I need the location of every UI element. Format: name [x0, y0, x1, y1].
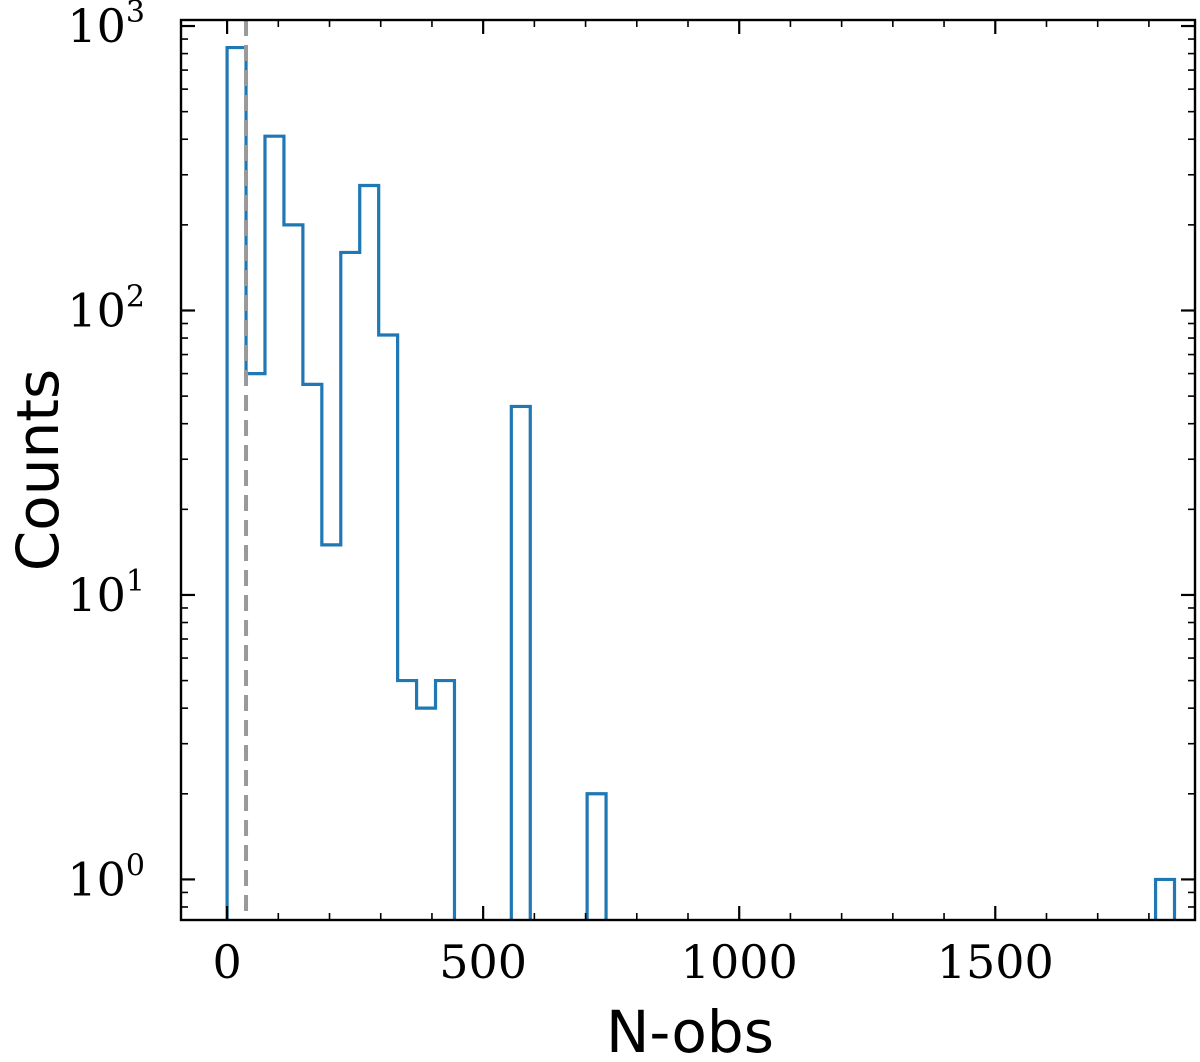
histogram-bar — [436, 681, 455, 920]
x-tick-label: 0 — [212, 935, 241, 989]
y-tick-label: 103 — [67, 0, 145, 53]
histogram-bar — [360, 186, 379, 920]
histogram-bar — [341, 252, 360, 920]
y-tick-label: 102 — [67, 279, 145, 337]
x-tick-label: 500 — [439, 935, 527, 989]
histogram-bar — [587, 794, 606, 920]
histogram-bar — [284, 225, 303, 920]
x-tick-label: 1500 — [937, 935, 1054, 989]
x-axis-ticks: 0 500 1000 1500 — [212, 20, 1150, 989]
histogram-bar — [227, 48, 246, 920]
histogram-bar — [322, 545, 341, 920]
histogram-bar — [379, 335, 398, 920]
y-axis-label: Counts — [4, 369, 72, 571]
histogram-series — [225, 45, 1177, 920]
histogram-bar — [398, 681, 417, 920]
histogram-bar — [511, 406, 530, 920]
y-tick-label: 101 — [67, 564, 145, 622]
histogram-bar — [246, 374, 265, 920]
y-tick-label: 100 — [67, 848, 145, 906]
histogram-bar — [265, 136, 284, 920]
y-axis-ticks: 100 101 102 103 — [67, 0, 1195, 908]
x-axis-label: N-obs — [606, 998, 774, 1062]
histogram-bar — [1156, 879, 1175, 920]
histogram-bar — [303, 384, 322, 920]
x-tick-label: 1000 — [681, 935, 798, 989]
histogram-outline — [225, 45, 1177, 920]
histogram-bar — [417, 708, 436, 920]
